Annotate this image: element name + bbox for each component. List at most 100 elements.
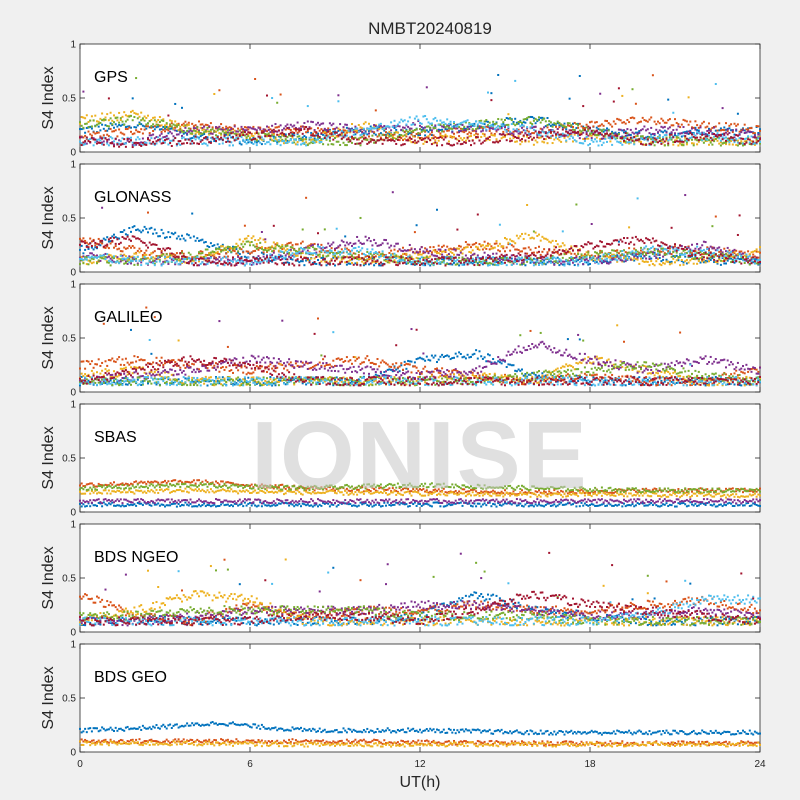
data-point xyxy=(694,128,697,131)
data-point xyxy=(439,123,442,126)
data-point xyxy=(662,136,665,139)
data-point xyxy=(351,137,353,140)
data-point xyxy=(645,137,648,140)
data-point xyxy=(395,142,398,145)
data-point xyxy=(492,127,495,130)
data-point xyxy=(745,256,748,259)
data-point xyxy=(561,126,564,129)
data-point xyxy=(753,132,756,135)
data-point xyxy=(599,124,602,127)
data-point xyxy=(408,260,411,263)
data-point xyxy=(677,256,680,259)
data-point xyxy=(487,124,489,127)
data-point xyxy=(204,254,207,257)
data-point xyxy=(121,142,124,145)
data-point xyxy=(215,251,217,254)
data-point xyxy=(264,248,267,251)
data-point xyxy=(371,126,374,129)
data-point xyxy=(320,140,323,143)
data-point xyxy=(271,134,274,137)
data-point xyxy=(383,253,386,256)
data-point xyxy=(604,255,607,258)
data-point xyxy=(141,229,144,232)
data-point xyxy=(500,125,503,128)
data-point xyxy=(87,138,90,141)
data-point xyxy=(294,254,297,257)
data-point xyxy=(152,125,155,128)
data-point xyxy=(155,254,158,257)
data-point xyxy=(718,137,721,140)
data-point xyxy=(153,259,156,262)
data-point xyxy=(510,254,513,257)
data-point xyxy=(592,125,595,128)
data-point xyxy=(177,142,180,145)
data-point xyxy=(623,129,625,132)
data-point xyxy=(99,139,102,142)
data-point xyxy=(82,258,85,261)
data-point xyxy=(157,119,160,122)
data-point xyxy=(94,244,97,247)
data-point xyxy=(624,132,627,135)
data-point xyxy=(507,133,510,136)
data-point xyxy=(415,132,418,135)
data-point xyxy=(453,248,455,251)
data-point xyxy=(750,251,753,254)
data-point xyxy=(623,131,625,134)
data-point xyxy=(124,126,127,129)
data-point xyxy=(524,140,527,143)
data-point xyxy=(126,118,129,121)
data-point xyxy=(141,137,144,140)
data-point xyxy=(158,115,161,118)
data-point xyxy=(369,125,372,128)
data-point xyxy=(362,262,365,265)
data-point xyxy=(606,260,608,263)
data-point xyxy=(434,124,437,127)
data-point xyxy=(476,126,479,129)
data-point xyxy=(378,251,381,254)
data-point xyxy=(410,137,413,140)
data-point xyxy=(305,138,308,141)
data-point xyxy=(743,143,746,146)
data-point xyxy=(262,128,265,131)
data-point xyxy=(279,124,282,127)
data-point xyxy=(735,254,738,257)
data-point xyxy=(709,255,712,258)
data-point xyxy=(379,253,382,256)
data-point xyxy=(306,246,309,249)
data-point xyxy=(300,252,302,255)
data-point xyxy=(731,256,734,259)
data-point xyxy=(655,253,658,256)
data-point xyxy=(113,140,115,143)
data-point xyxy=(177,235,180,238)
data-point xyxy=(407,125,410,128)
data-point xyxy=(532,136,535,139)
data-point xyxy=(104,118,107,121)
data-point xyxy=(181,137,183,140)
data-point xyxy=(713,138,716,141)
data-point xyxy=(663,140,666,143)
data-point xyxy=(242,245,245,248)
data-point xyxy=(306,120,309,123)
data-point xyxy=(629,116,632,119)
data-point xyxy=(383,259,386,262)
data-point xyxy=(653,251,656,254)
data-point xyxy=(750,131,753,134)
data-point xyxy=(419,132,421,135)
data-point xyxy=(563,134,566,137)
data-point xyxy=(723,258,726,261)
data-point xyxy=(716,255,719,258)
data-point xyxy=(563,252,566,255)
data-point xyxy=(211,250,214,253)
data-point xyxy=(442,130,445,133)
data-point xyxy=(415,251,418,254)
data-point xyxy=(498,262,501,265)
data-point xyxy=(250,260,253,263)
data-point xyxy=(563,122,566,125)
data-point xyxy=(711,247,714,250)
data-point xyxy=(257,140,260,143)
data-point xyxy=(643,143,646,146)
data-point xyxy=(417,251,420,254)
data-point xyxy=(165,128,168,131)
data-point xyxy=(456,263,459,266)
